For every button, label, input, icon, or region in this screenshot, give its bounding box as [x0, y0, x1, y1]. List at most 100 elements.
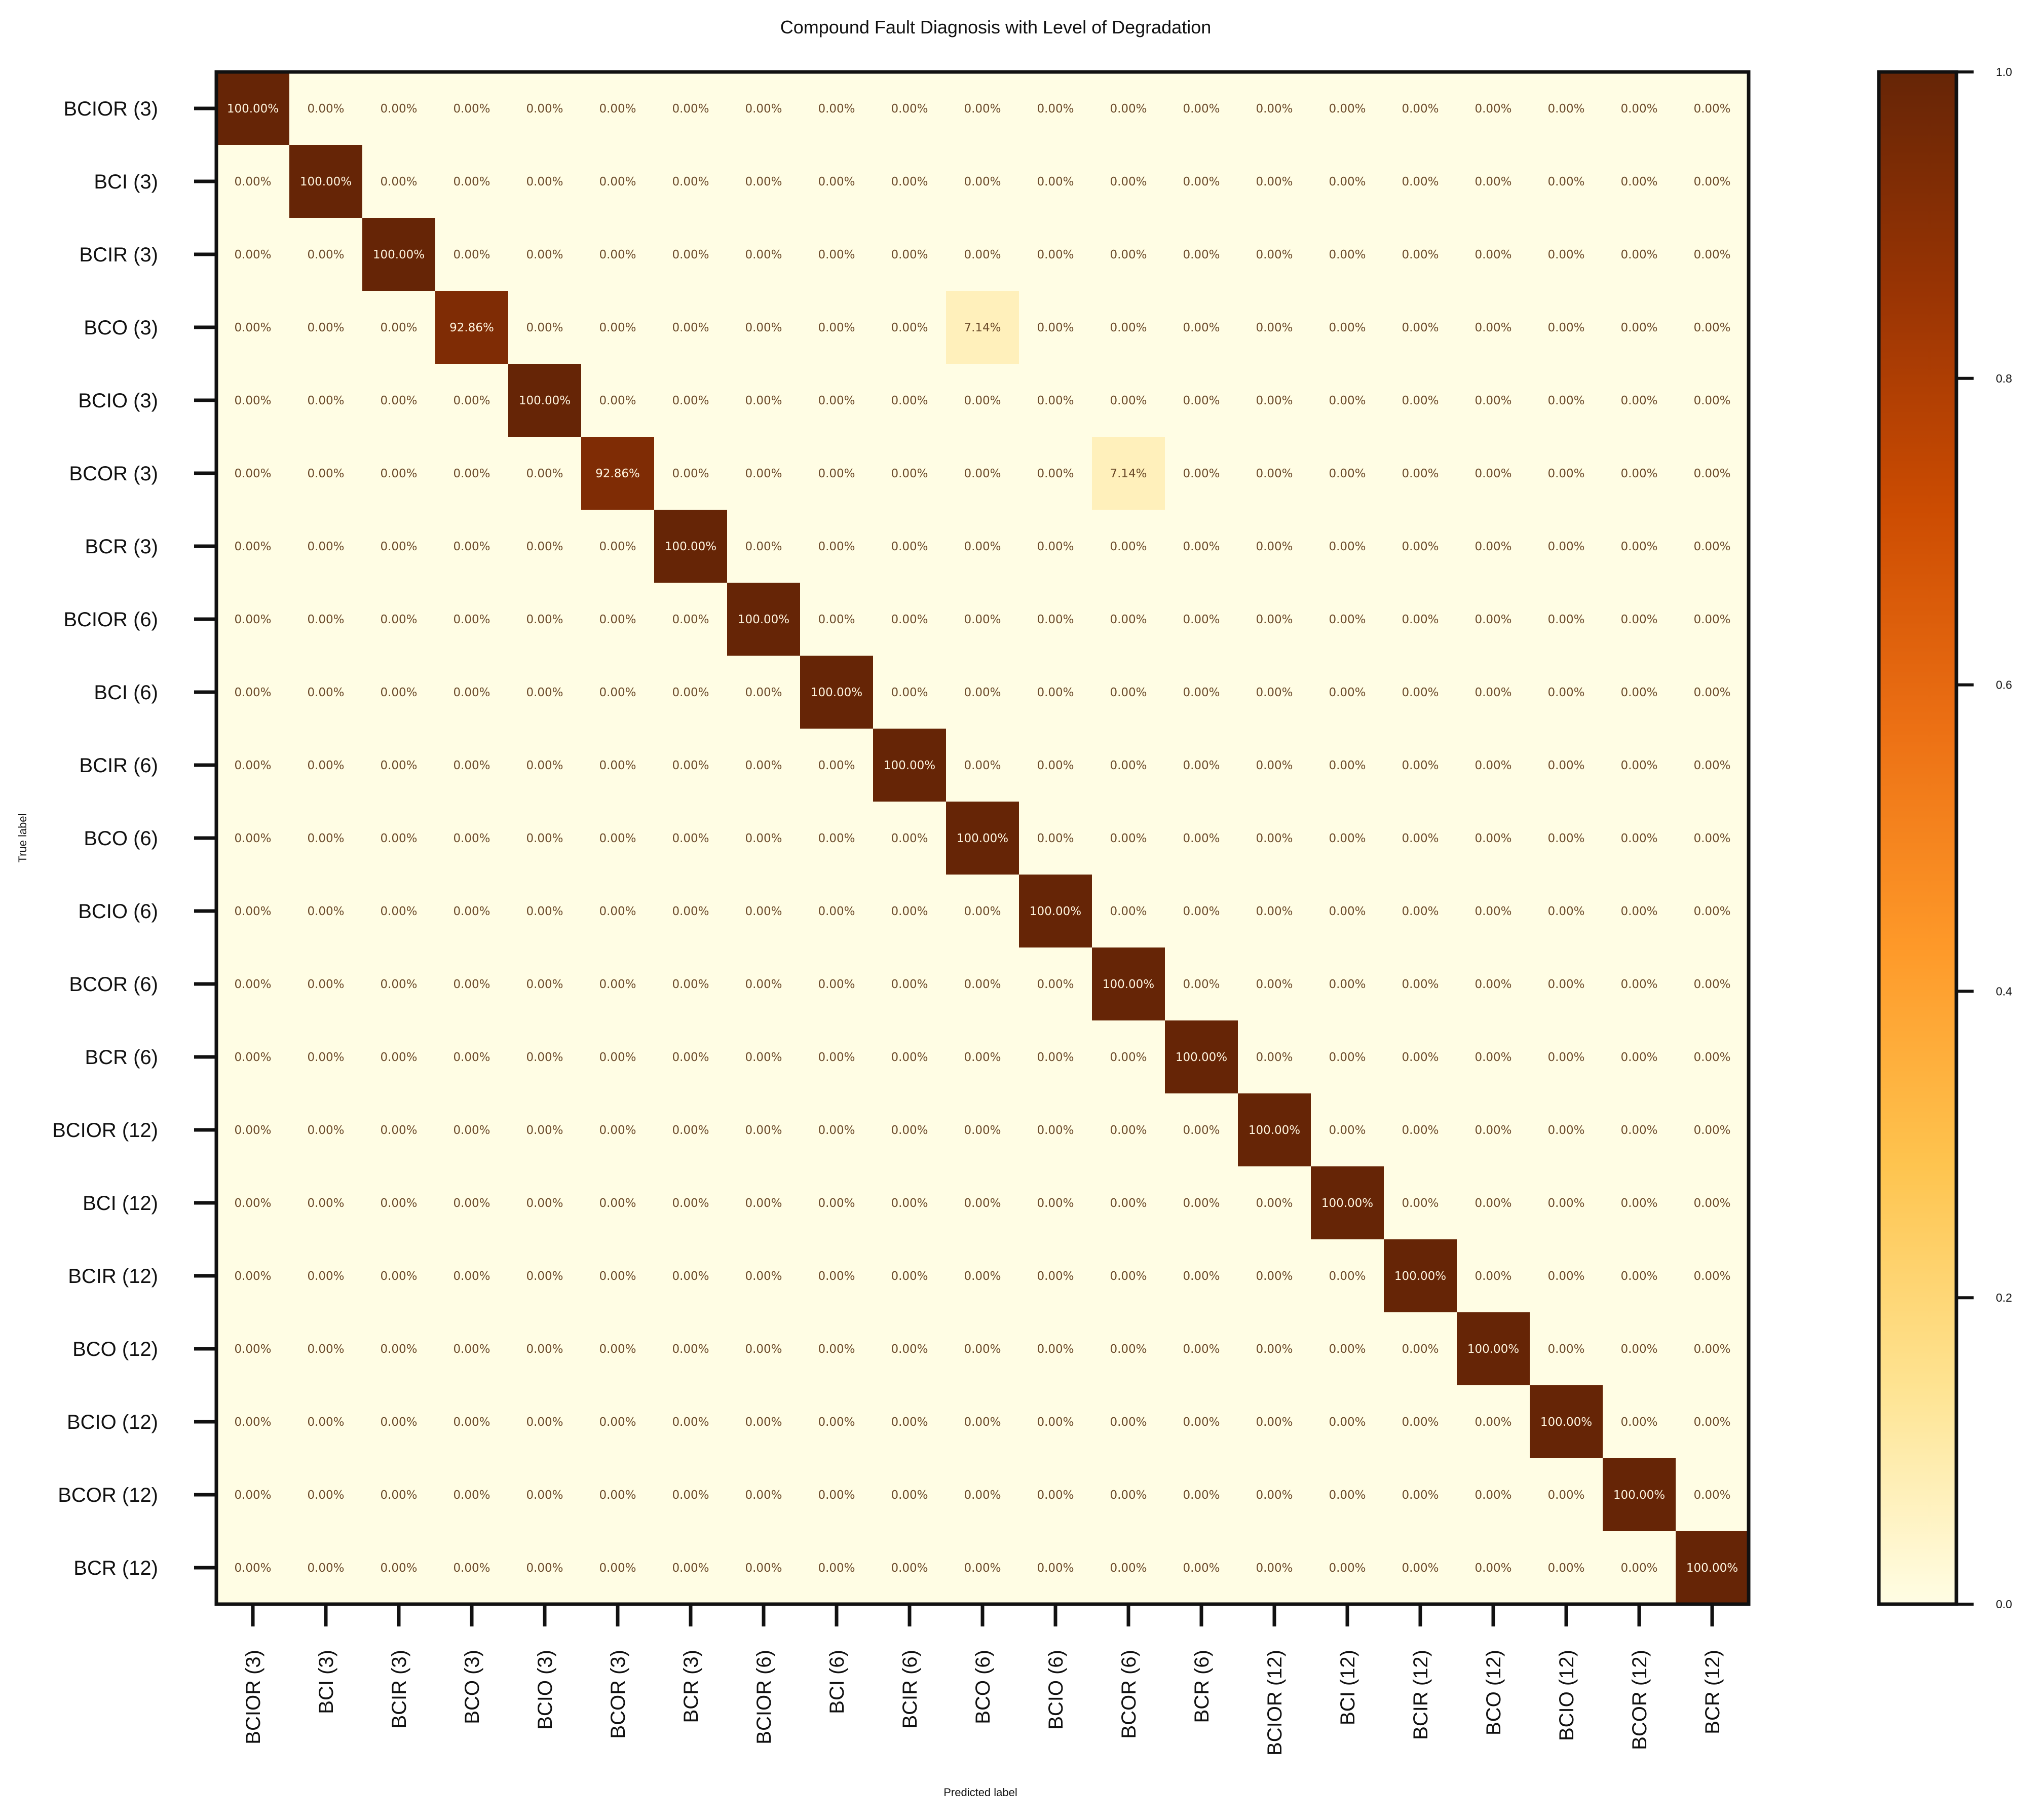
heatmap-cell	[435, 1312, 509, 1386]
y-tick-label: BCIOR (3)	[63, 98, 158, 120]
heatmap-cell	[654, 875, 728, 948]
heatmap-cell	[1165, 1166, 1238, 1240]
heatmap-cell	[654, 1385, 728, 1459]
cell-value-label: 0.00%	[1256, 759, 1293, 772]
chart-title: Compound Fault Diagnosis with Level of D…	[780, 17, 1211, 37]
heatmap-cell	[946, 1239, 1019, 1313]
cell-value-label: 0.00%	[1329, 1489, 1366, 1502]
cell-value-label: 0.00%	[1183, 1270, 1220, 1283]
heatmap-cell	[654, 583, 728, 656]
cell-value-label: 0.00%	[891, 1343, 928, 1356]
heatmap-cell	[362, 291, 436, 364]
cell-value-label: 0.00%	[1037, 467, 1074, 480]
heatmap-cell	[946, 1458, 1019, 1532]
heatmap-cell	[216, 875, 290, 948]
cell-value-label: 0.00%	[526, 1416, 563, 1429]
colorbar-tick-label: 0.8	[1996, 372, 2012, 385]
y-tick-label: BCR (12)	[73, 1557, 158, 1579]
heatmap-cell	[289, 218, 363, 291]
heatmap-cell	[1092, 72, 1165, 145]
cell-value-label: 0.00%	[1402, 1416, 1439, 1429]
heatmap-cell	[654, 364, 728, 437]
cell-value-label: 0.00%	[1620, 175, 1657, 188]
y-axis-label: True label	[16, 813, 29, 862]
cell-value-label: 0.00%	[745, 832, 782, 845]
heatmap-cell	[508, 947, 582, 1021]
cell-value-label: 0.00%	[599, 613, 636, 626]
heatmap-cell	[289, 145, 363, 218]
heatmap-cell	[289, 1312, 363, 1386]
cell-value-label: 0.00%	[1329, 175, 1366, 188]
cell-value-label: 0.00%	[891, 394, 928, 407]
heatmap-cell	[435, 802, 509, 875]
cell-value-label: 0.00%	[964, 248, 1001, 261]
x-axis: BCIOR (3) BCI (3) BCIR (3) BCO (3) BCIO (3) B…	[242, 1604, 1724, 1756]
cell-value-label: 0.00%	[453, 832, 490, 845]
heatmap-cell	[581, 802, 655, 875]
cell-value-label: 0.00%	[672, 1051, 709, 1064]
cell-value-label: 100.00%	[300, 175, 352, 188]
cell-value-label: 0.00%	[1037, 1270, 1074, 1283]
cell-value-label: 0.00%	[453, 1051, 490, 1064]
heatmap-cell	[1603, 1312, 1676, 1386]
heatmap-cell	[946, 947, 1019, 1021]
cell-value-label: 0.00%	[818, 248, 855, 261]
cell-value-label: 0.00%	[745, 905, 782, 918]
heatmap-cell	[1676, 218, 1749, 291]
cell-value-label: 0.00%	[672, 467, 709, 480]
cell-value-label: 0.00%	[1256, 832, 1293, 845]
heatmap-cell	[1676, 875, 1749, 948]
heatmap-cell	[1238, 583, 1311, 656]
heatmap-cell	[1092, 1458, 1165, 1532]
heatmap-cell	[873, 656, 947, 729]
cell-value-label: 0.00%	[1693, 1051, 1730, 1064]
cell-value-label: 0.00%	[1547, 613, 1584, 626]
cell-value-label: 0.00%	[1110, 686, 1147, 699]
heatmap-cell	[1311, 1312, 1384, 1386]
cell-value-label: 0.00%	[1475, 1270, 1511, 1283]
heatmap-cell	[1384, 291, 1457, 364]
cell-value-label: 0.00%	[818, 102, 855, 116]
cell-value-label: 0.00%	[1475, 613, 1511, 626]
heatmap-cell	[581, 218, 655, 291]
cell-value-label: 0.00%	[672, 1124, 709, 1137]
heatmap-cell	[508, 510, 582, 583]
cell-value-label: 0.00%	[234, 321, 271, 334]
cell-value-label: 0.00%	[1475, 1051, 1511, 1064]
cell-value-label: 0.00%	[1183, 1343, 1220, 1356]
cell-value-label: 0.00%	[1183, 1416, 1220, 1429]
cell-value-label: 0.00%	[891, 613, 928, 626]
heatmap-cell	[654, 291, 728, 364]
cell-value-label: 0.00%	[745, 1416, 782, 1429]
y-tick-label: BCOR (3)	[69, 463, 158, 485]
heatmap-cell	[654, 437, 728, 510]
cell-value-label: 100.00%	[811, 686, 862, 699]
cell-value-label: 0.00%	[599, 102, 636, 116]
heatmap-cell	[1092, 437, 1165, 510]
heatmap-cell	[946, 72, 1019, 145]
cell-value-label: 0.00%	[1256, 394, 1293, 407]
cell-value-label: 0.00%	[599, 540, 636, 553]
heatmap-cell	[216, 947, 290, 1021]
cell-value-label: 100.00%	[1103, 978, 1154, 991]
cell-value-label: 0.00%	[1693, 1489, 1730, 1502]
heatmap-cell	[873, 947, 947, 1021]
cell-value-label: 0.00%	[1110, 1416, 1147, 1429]
cell-value-label: 0.00%	[1183, 467, 1220, 480]
cell-value-label: 0.00%	[672, 978, 709, 991]
heatmap-cell	[1530, 1093, 1603, 1167]
heatmap-cell	[508, 145, 582, 218]
cell-value-label: 0.00%	[964, 978, 1001, 991]
cell-value-label: 0.00%	[1402, 1562, 1439, 1575]
heatmap-cell	[216, 1166, 290, 1240]
heatmap-cell	[435, 364, 509, 437]
heatmap-cell	[435, 437, 509, 510]
cell-value-label: 0.00%	[964, 1197, 1001, 1210]
y-tick-label: BCIR (12)	[68, 1265, 158, 1287]
heatmap-cell	[362, 802, 436, 875]
cell-value-label: 0.00%	[1037, 1562, 1074, 1575]
heatmap-cell	[1311, 875, 1384, 948]
heatmap-cell	[1311, 583, 1384, 656]
cell-value-label: 0.00%	[453, 248, 490, 261]
